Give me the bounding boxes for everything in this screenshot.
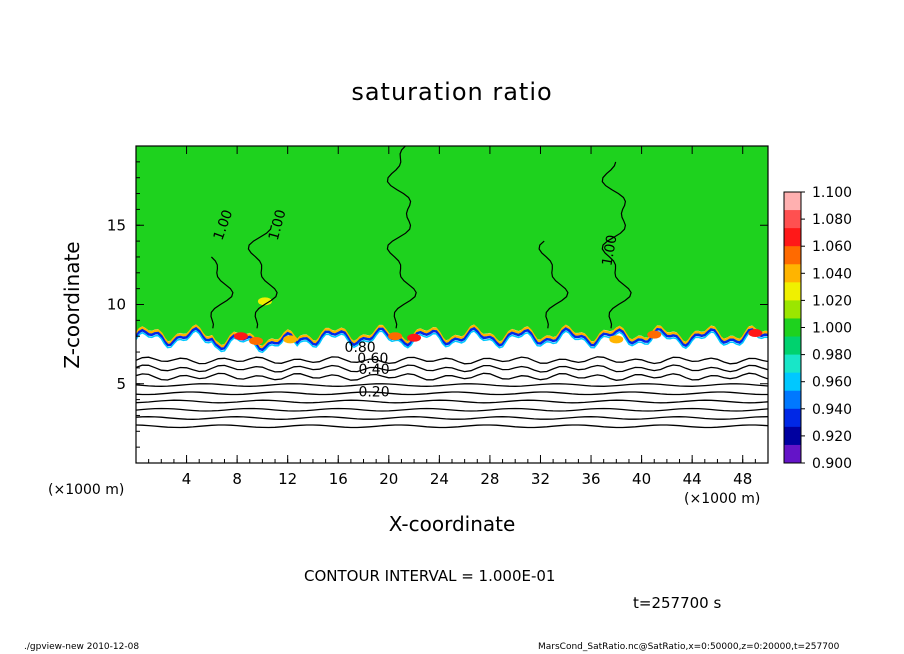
y-tick-label: 5 (116, 375, 126, 393)
colorbar-swatch (784, 372, 801, 392)
y-tick-label: 10 (107, 296, 126, 314)
contour-line (136, 383, 768, 387)
colorbar-swatch (784, 336, 801, 356)
x-unit-label: (×1000 m) (684, 491, 761, 507)
x-tick-label: 4 (182, 470, 192, 488)
colorbar-swatch (784, 264, 801, 283)
supersaturation-spot (647, 330, 662, 339)
contour-line (136, 399, 768, 404)
x-tick-label: 28 (480, 470, 499, 488)
footer-left: ./gpview-new 2010-12-08 (24, 642, 140, 652)
colorbar-label: 0.920 (812, 429, 852, 445)
colorbar-label: 0.900 (812, 456, 852, 472)
z-unit-label: (×1000 m) (48, 482, 125, 498)
colorbar-swatch (784, 282, 801, 301)
time-label: t=257700 s (633, 594, 722, 612)
colorbar-label: 1.060 (812, 239, 852, 255)
x-tick-label: 20 (379, 470, 398, 488)
supersaturation-spot (283, 335, 298, 344)
colorbar-swatch (784, 318, 801, 338)
contour-interval-label: CONTOUR INTERVAL = 1.000E-01 (304, 567, 556, 585)
y-tick-label: 15 (107, 216, 126, 234)
cloud-base-band-cyan (136, 329, 768, 354)
supersaturation-spot (388, 332, 403, 341)
contour-label: 1.00 (599, 234, 620, 267)
supersaturation-spot (257, 297, 272, 306)
colorbar-swatch (784, 390, 801, 410)
x-tick-label: 44 (683, 470, 702, 488)
contour-line (136, 416, 768, 420)
colorbar-label: 1.000 (812, 321, 852, 337)
colorbar-swatch (784, 300, 801, 319)
supersaturation-spot (407, 333, 422, 342)
colorbar-swatch (784, 408, 801, 428)
colorbar-swatch (784, 444, 801, 464)
colorbar-swatch (784, 354, 801, 374)
x-tick-label: 36 (581, 470, 600, 488)
contour-line (136, 372, 768, 381)
footer-right: MarsCond_SatRatio.nc@SatRatio,x=0:50000,… (538, 642, 840, 652)
contour-line (136, 407, 768, 412)
colorbar-label: 1.080 (812, 212, 852, 228)
colorbar-swatch (784, 426, 801, 446)
plot-area (136, 146, 768, 463)
x-tick-label: 12 (278, 470, 297, 488)
x-tick-label: 40 (632, 470, 651, 488)
colorbar-label: 0.980 (812, 348, 852, 364)
x-tick-label: 24 (430, 470, 449, 488)
x-axis-label: X-coordinate (388, 512, 516, 536)
chart-title: saturation ratio (351, 78, 553, 106)
contour-line (136, 364, 768, 373)
contour-label: 0.20 (358, 384, 389, 400)
contour-line (136, 424, 768, 429)
contour-label: 0.80 (345, 340, 376, 356)
colorbar-label: 1.100 (812, 185, 852, 201)
contour-line-1-00 (247, 225, 278, 329)
supersaturation-spot (233, 332, 248, 341)
colorbar-swatch (784, 210, 801, 229)
colorbar-label: 1.020 (812, 293, 852, 309)
colorbar-swatch (784, 228, 801, 247)
supersaturation-spot (609, 335, 624, 344)
contour-label: 1.00 (266, 208, 290, 242)
colorbar-label: 0.940 (812, 402, 852, 418)
contour-line-1-00 (538, 240, 569, 329)
contour-label: 0.60 (357, 351, 388, 367)
x-tick-label: 32 (531, 470, 550, 488)
contour-line-1-00 (386, 146, 417, 329)
contour-label: 0.40 (358, 362, 389, 378)
x-tick-label: 48 (733, 470, 752, 488)
y-axis-label: Z-coordinate (60, 241, 84, 369)
colorbar-swatch (784, 246, 801, 265)
x-tick-label: 8 (232, 470, 242, 488)
subsaturated-region (136, 324, 768, 463)
supersaturation-spot (249, 336, 264, 345)
supersaturation-spot (748, 329, 763, 338)
colorbar-label: 1.040 (812, 266, 852, 282)
contour-line (136, 391, 768, 396)
contour-line-1-00 (601, 161, 632, 329)
contour-line (136, 356, 768, 365)
contour-line-1-00 (210, 256, 234, 329)
colorbar-label: 0.960 (812, 375, 852, 391)
colorbar-swatch (784, 192, 801, 211)
x-tick-label: 16 (329, 470, 348, 488)
